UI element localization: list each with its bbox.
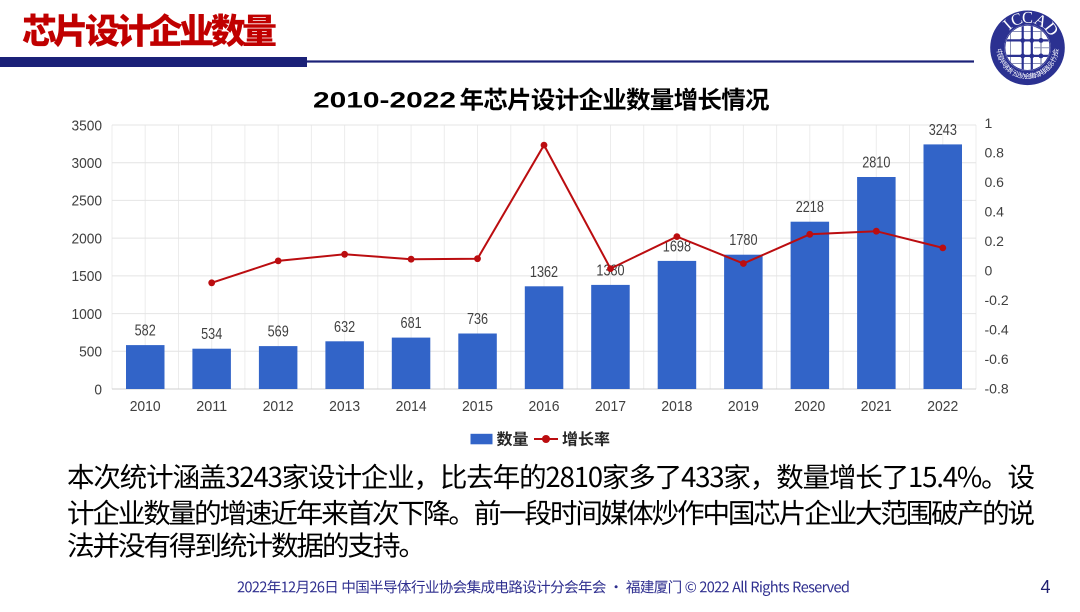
svg-text:0.8: 0.8 <box>985 145 1005 161</box>
svg-text:2218: 2218 <box>796 199 824 216</box>
svg-text:2012: 2012 <box>263 399 294 415</box>
svg-text:2810: 2810 <box>862 155 890 172</box>
svg-text:2011: 2011 <box>196 399 227 415</box>
svg-text:2015: 2015 <box>462 399 493 415</box>
svg-text:3243: 3243 <box>929 122 957 139</box>
svg-text:0.4: 0.4 <box>985 204 1005 220</box>
svg-text:1: 1 <box>985 115 993 131</box>
svg-text:0: 0 <box>985 263 993 279</box>
svg-text:2500: 2500 <box>72 193 103 210</box>
svg-text:1500: 1500 <box>72 268 103 285</box>
svg-text:534: 534 <box>201 326 222 343</box>
svg-text:2010: 2010 <box>130 399 161 415</box>
svg-text:582: 582 <box>135 323 156 340</box>
svg-text:2016: 2016 <box>529 399 560 415</box>
svg-text:569: 569 <box>268 324 289 341</box>
svg-text:2017: 2017 <box>595 399 626 415</box>
svg-text:0.6: 0.6 <box>985 174 1005 190</box>
svg-text:0.2: 0.2 <box>985 233 1005 249</box>
svg-text:2000: 2000 <box>72 230 103 247</box>
svg-text:681: 681 <box>401 315 422 332</box>
svg-text:0: 0 <box>94 381 102 398</box>
svg-text:2021: 2021 <box>861 399 892 415</box>
svg-text:1000: 1000 <box>72 306 103 323</box>
svg-text:1780: 1780 <box>729 232 757 249</box>
svg-text:3500: 3500 <box>72 117 103 134</box>
svg-text:500: 500 <box>79 344 102 361</box>
svg-text:-0.2: -0.2 <box>985 292 1009 308</box>
svg-text:2022: 2022 <box>927 399 958 415</box>
svg-text:3000: 3000 <box>72 155 103 172</box>
svg-text:2013: 2013 <box>329 399 360 415</box>
svg-text:2010-2022: 2010-2022 <box>313 87 456 112</box>
svg-text:-0.8: -0.8 <box>985 381 1009 397</box>
svg-text:2014: 2014 <box>396 399 427 415</box>
svg-text:2020: 2020 <box>794 399 825 415</box>
svg-text:-0.4: -0.4 <box>985 322 1009 338</box>
svg-text:736: 736 <box>467 311 488 328</box>
svg-text:2018: 2018 <box>661 399 692 415</box>
svg-text:2019: 2019 <box>728 399 759 415</box>
svg-text:632: 632 <box>334 319 355 336</box>
svg-text:-0.6: -0.6 <box>985 351 1009 367</box>
svg-text:1698: 1698 <box>663 238 691 255</box>
svg-text:1362: 1362 <box>530 264 558 281</box>
svg-text:4: 4 <box>1041 577 1051 597</box>
